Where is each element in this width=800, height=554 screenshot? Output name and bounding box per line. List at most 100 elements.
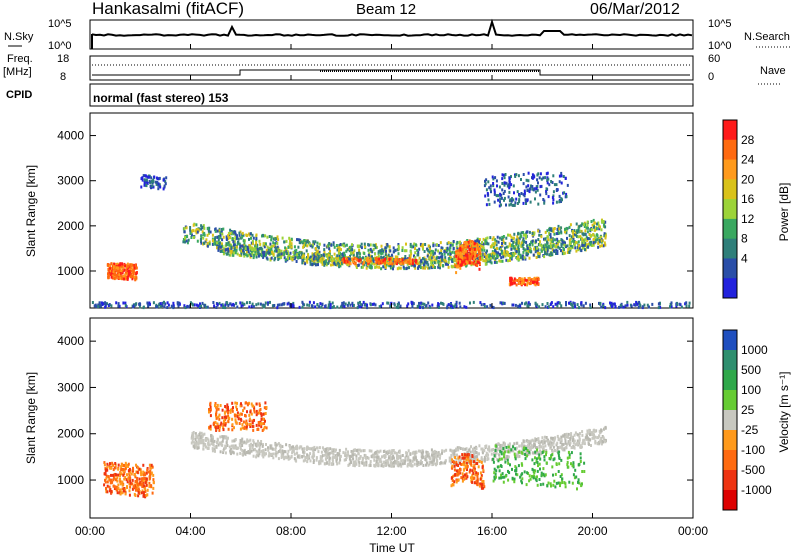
nsky-label: N.Sky — [4, 31, 34, 43]
scatter-cell — [213, 439, 216, 443]
scatter-cell — [132, 272, 135, 275]
scatter-cell — [184, 236, 186, 240]
scatter-cell — [261, 453, 264, 457]
scatter-cell — [556, 249, 559, 253]
scatter-cell — [528, 282, 531, 286]
scatter-cell — [348, 462, 351, 466]
scatter-cell — [135, 470, 138, 474]
scatter-cell — [276, 245, 279, 249]
scatter-cell — [548, 244, 550, 248]
scatter-cell — [522, 173, 525, 176]
scatter-cell — [526, 230, 529, 234]
scatter-cell — [234, 235, 237, 239]
scatter-cell — [425, 463, 427, 467]
scatter-cell — [377, 262, 380, 265]
scatter-cell — [156, 305, 158, 309]
scatter-cell — [481, 248, 483, 252]
scatter-cell — [543, 440, 546, 444]
scatter-cell — [418, 301, 420, 305]
scatter-cell — [241, 449, 244, 452]
scatter-cell — [235, 248, 238, 252]
scatter-cell — [248, 305, 251, 309]
scatter-cell — [141, 176, 144, 180]
scatter-cell — [528, 442, 531, 446]
scatter-cell — [287, 245, 290, 249]
scatter-cell — [205, 238, 208, 242]
scatter-cell — [411, 302, 413, 306]
scatter-cell — [436, 454, 439, 458]
scatter-cell — [110, 304, 113, 308]
scatter-cell — [582, 223, 585, 227]
scatter-cell — [105, 490, 108, 494]
scatter-cell — [471, 459, 474, 463]
scatter-cell — [549, 233, 552, 237]
scatter-cell — [431, 261, 434, 265]
scatter-cell — [501, 259, 504, 263]
scatter-cell — [195, 444, 198, 448]
scatter-cell — [424, 458, 427, 461]
scatter-cell — [298, 254, 301, 257]
scatter-cell — [539, 450, 542, 454]
scatter-cell — [573, 433, 576, 437]
scatter-cell — [203, 226, 206, 230]
scatter-cell — [238, 242, 241, 246]
scatter-cell — [480, 447, 483, 451]
scatter-cell — [504, 246, 506, 250]
scatter-cell — [535, 281, 538, 285]
scatter-cell — [251, 239, 254, 243]
scatter-cell — [124, 304, 127, 307]
scatter-cell — [302, 450, 305, 454]
scatter-cell — [435, 256, 438, 260]
scatter-cell — [358, 248, 361, 252]
scatter-cell — [280, 303, 283, 307]
scatter-cell — [550, 180, 553, 183]
y-tick-label: 3000 — [57, 174, 84, 188]
scatter-cell — [129, 263, 132, 267]
scatter-cell — [225, 441, 228, 445]
scatter-cell — [566, 244, 569, 248]
scatter-cell — [492, 184, 495, 188]
scatter-cell — [313, 255, 316, 259]
scatter-cell — [345, 456, 348, 460]
scatter-cell — [203, 233, 206, 237]
scatter-cell — [556, 447, 559, 451]
scatter-cell — [555, 232, 558, 236]
scatter-cell — [523, 256, 526, 260]
scatter-cell — [103, 483, 106, 487]
scatter-cell — [150, 176, 153, 180]
scatter-cell — [408, 463, 411, 466]
scatter-cell — [190, 233, 193, 237]
scatter-cell — [108, 303, 111, 306]
scatter-cell — [262, 255, 265, 259]
scatter-cell — [512, 241, 515, 244]
scatter-cell — [440, 461, 442, 465]
scatter-cell — [289, 251, 292, 255]
scatter-cell — [342, 252, 345, 256]
scatter-cell — [581, 222, 584, 226]
scatter-cell — [268, 251, 271, 255]
scatter-cell — [492, 236, 495, 240]
scatter-cell — [531, 232, 534, 235]
scatter-cell — [440, 251, 443, 255]
scatter-cell — [314, 240, 317, 244]
scatter-cell — [331, 263, 334, 267]
scatter-cell — [120, 472, 123, 476]
scatter-cell — [486, 458, 489, 461]
scatter-cell — [539, 172, 542, 176]
scatter-cell — [585, 235, 588, 239]
scatter-cell — [185, 226, 188, 230]
scatter-cell — [374, 464, 377, 468]
scatter-cell — [369, 243, 372, 247]
scatter-cell — [232, 251, 235, 255]
scatter-cell — [573, 439, 576, 443]
scatter-cell — [473, 259, 476, 263]
scatter-cell — [314, 305, 317, 309]
scatter-cell — [244, 247, 247, 251]
scatter-cell — [241, 452, 244, 456]
scatter-cell — [588, 233, 591, 236]
scatter-cell — [293, 452, 296, 456]
scatter-cell — [238, 231, 241, 235]
scatter-cell — [519, 235, 522, 239]
scatter-cell — [490, 190, 492, 194]
scatter-cell — [350, 251, 352, 255]
